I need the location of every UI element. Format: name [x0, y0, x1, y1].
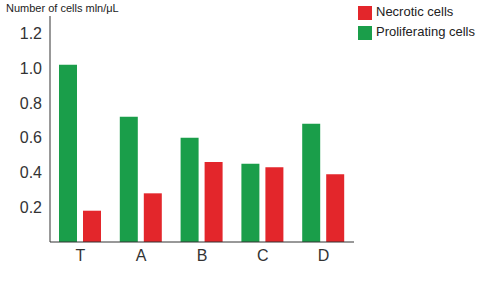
svg-text:T: T [76, 247, 86, 264]
svg-text:0.6: 0.6 [20, 129, 42, 146]
svg-text:C: C [257, 247, 269, 264]
svg-text:1.0: 1.0 [20, 60, 42, 77]
html-text:Number of cells mln/μL: Number of cells mln/μL [6, 2, 119, 14]
svg-text:B: B [197, 247, 208, 264]
svg-text:0.8: 0.8 [20, 95, 42, 112]
html-text:Proliferating cells: Proliferating cells [376, 24, 475, 39]
svg-text:A: A [136, 247, 147, 264]
svg-text:0.4: 0.4 [20, 164, 42, 181]
svg-text:0.2: 0.2 [20, 199, 42, 216]
html-text:Necrotic cells: Necrotic cells [376, 4, 454, 19]
svg-text:1.2: 1.2 [20, 25, 42, 42]
svg-text:D: D [318, 247, 330, 264]
